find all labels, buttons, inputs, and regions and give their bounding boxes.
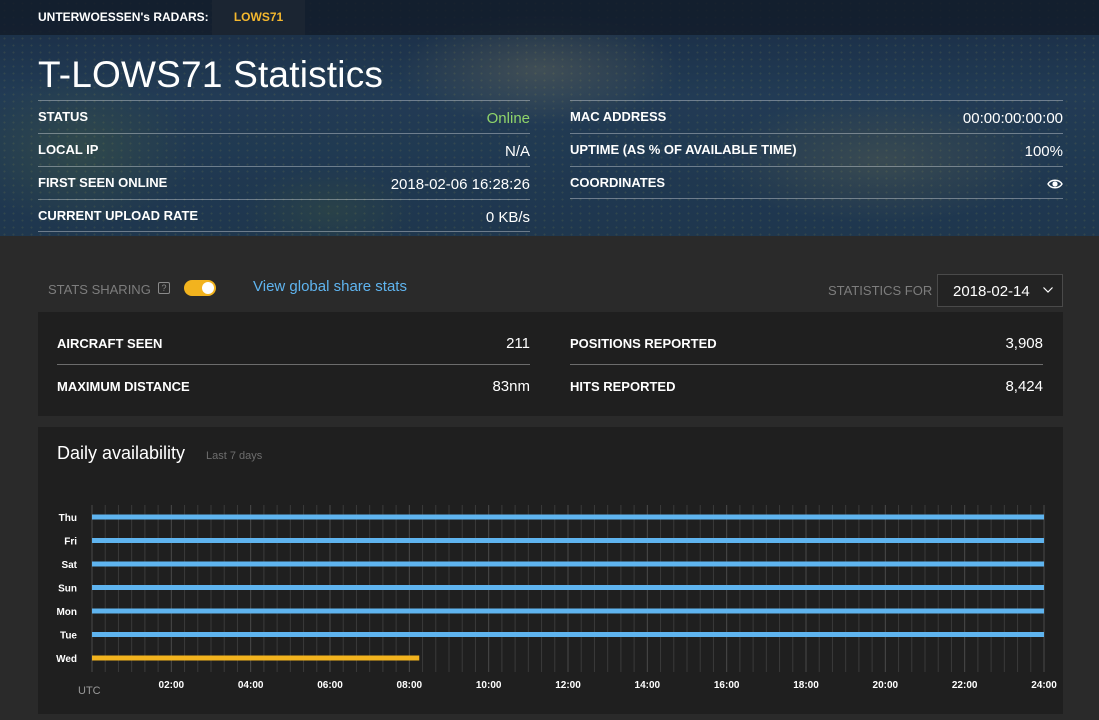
info-key: COORDINATES: [570, 175, 666, 190]
day-label: Wed: [56, 654, 77, 665]
x-tick-label: 24:00: [1031, 680, 1057, 691]
info-row-first-seen: FIRST SEEN ONLINE 2018-02-06 16:28:26: [38, 166, 530, 199]
availability-subtitle: Last 7 days: [206, 450, 263, 462]
x-tick-label: 08:00: [397, 680, 423, 691]
availability-title: Daily availability: [57, 443, 186, 463]
uptime-value: 100%: [1024, 143, 1063, 160]
stats-sharing-toggle[interactable]: [184, 280, 216, 296]
date-select[interactable]: 2018-02-14: [937, 274, 1063, 307]
availability-panel: Daily availability Last 7 days Thu Fri Sat…: [38, 427, 1063, 714]
info-row-upload-rate: CURRENT UPLOAD RATE 0 KB/s: [38, 199, 530, 232]
info-key: STATUS: [38, 109, 89, 124]
local-ip-value: N/A: [504, 143, 530, 160]
x-tick-label: 20:00: [873, 680, 899, 691]
info-key: UPTIME (AS % OF AVAILABLE TIME): [570, 142, 797, 157]
info-key: FIRST SEEN ONLINE: [38, 175, 168, 190]
stat-hits-reported: HITS REPORTED 8,424: [570, 365, 1043, 408]
controls-row: STATS SHARING ? View global share stats …: [0, 236, 1099, 312]
selected-date: 2018-02-14: [953, 283, 1030, 300]
first-seen-value: 2018-02-06 16:28:26: [390, 176, 530, 193]
aircraft-seen-value: 211: [506, 334, 530, 352]
mac-address-value: 00:00:00:00:00: [962, 110, 1063, 127]
x-tick-label: 06:00: [317, 680, 343, 691]
availability-bar: [92, 585, 1044, 590]
availability-bar: [92, 538, 1044, 543]
x-tick-label: 22:00: [952, 680, 978, 691]
global-share-stats-link[interactable]: View global share stats: [253, 278, 407, 295]
eye-icon[interactable]: [1047, 178, 1063, 190]
max-distance-value: 83nm: [492, 378, 530, 395]
stat-aircraft-seen: AIRCRAFT SEEN 211: [57, 322, 530, 365]
info-list-right: MAC ADDRESS 00:00:00:00:00 UPTIME (AS % …: [570, 100, 1063, 199]
page-title: T-LOWS71 Statistics: [38, 54, 384, 95]
map-background: [0, 0, 1099, 236]
hits-reported-value: 8,424: [1005, 378, 1043, 395]
stat-label: POSITIONS REPORTED: [570, 335, 717, 351]
info-key: MAC ADDRESS: [570, 109, 667, 124]
day-label: Thu: [59, 513, 77, 524]
positions-reported-value: 3,908: [1005, 334, 1043, 352]
availability-bar: [92, 608, 1044, 614]
info-row-coordinates: COORDINATES: [570, 166, 1063, 199]
info-row-mac: MAC ADDRESS 00:00:00:00:00: [570, 100, 1063, 133]
header-banner: UNTERWOESSEN's RADARS: LOWS71 T-LOWS71 S…: [0, 0, 1099, 236]
day-label: Mon: [56, 607, 77, 618]
day-label: Tue: [60, 631, 77, 642]
chevron-down-icon: [1043, 287, 1053, 293]
info-row-uptime: UPTIME (AS % OF AVAILABLE TIME) 100%: [570, 133, 1063, 166]
info-row-local-ip: LOCAL IP N/A: [38, 133, 530, 166]
tab-lows71[interactable]: LOWS71: [212, 0, 305, 35]
info-key: CURRENT UPLOAD RATE: [38, 208, 199, 223]
info-list-left: STATUS Online LOCAL IP N/A FIRST SEEN ON…: [38, 100, 530, 232]
availability-bar: [92, 561, 1044, 567]
upload-rate-value: 0 KB/s: [485, 209, 530, 226]
x-tick-label: 02:00: [159, 680, 185, 691]
x-tick-label: 10:00: [476, 680, 502, 691]
day-label: Sat: [61, 560, 77, 571]
x-tick-label: 12:00: [555, 680, 581, 691]
x-tick-label: 14:00: [635, 680, 661, 691]
day-label: Sun: [58, 584, 77, 595]
availability-bar: [92, 632, 1044, 637]
stat-positions-reported: POSITIONS REPORTED 3,908: [570, 322, 1043, 365]
utc-label: UTC: [78, 685, 101, 697]
day-label: Fri: [64, 537, 77, 548]
top-bar: UNTERWOESSEN's RADARS: LOWS71: [0, 0, 1099, 35]
radars-label: UNTERWOESSEN's RADARS:: [38, 10, 209, 24]
availability-bar: [92, 514, 1044, 520]
stat-label: MAXIMUM DISTANCE: [57, 379, 190, 394]
status-value: Online: [486, 110, 530, 127]
stat-label: HITS REPORTED: [570, 379, 676, 394]
stats-sharing-label: STATS SHARING: [48, 282, 151, 297]
toggle-knob: [202, 282, 214, 294]
x-tick-label: 18:00: [793, 680, 819, 691]
availability-bar: [92, 655, 420, 661]
stat-label: AIRCRAFT SEEN: [57, 335, 163, 351]
x-tick-label: 04:00: [238, 680, 264, 691]
x-tick-label: 16:00: [714, 680, 740, 691]
help-icon[interactable]: ?: [158, 282, 170, 294]
availability-chart: Thu Fri Sat Sun Mon Tue Wed 02:00 04:00 06:00 08:0…: [56, 505, 1057, 697]
stat-max-distance: MAXIMUM DISTANCE 83nm: [57, 365, 530, 408]
info-key: LOCAL IP: [38, 142, 99, 157]
statistics-for-label: STATISTICS FOR: [828, 283, 933, 298]
info-row-status: STATUS Online: [38, 100, 530, 133]
stats-panel: AIRCRAFT SEEN 211 MAXIMUM DISTANCE 83nm …: [38, 312, 1063, 416]
